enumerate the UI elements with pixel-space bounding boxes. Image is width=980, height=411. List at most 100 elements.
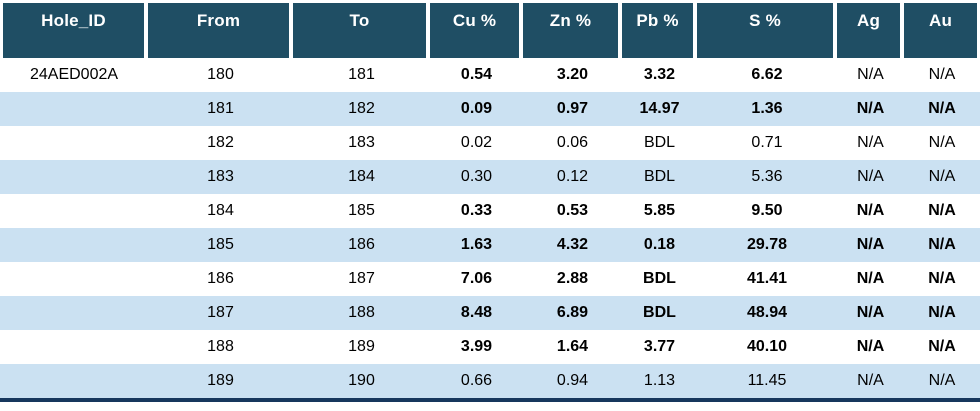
cell-cu: 0.33 — [430, 194, 523, 228]
cell-to: 190 — [293, 364, 430, 402]
cell-au: N/A — [904, 58, 980, 92]
cell-from: 187 — [148, 296, 293, 330]
cell-pb: BDL — [622, 160, 697, 194]
cell-hole-id — [0, 126, 148, 160]
cell-cu: 0.30 — [430, 160, 523, 194]
cell-pb: BDL — [622, 296, 697, 330]
cell-from: 183 — [148, 160, 293, 194]
cell-hole-id — [0, 262, 148, 296]
cell-s: 0.71 — [697, 126, 837, 160]
cell-from: 188 — [148, 330, 293, 364]
col-header-zn: Zn % — [523, 3, 622, 58]
cell-hole-id — [0, 364, 148, 402]
cell-to: 183 — [293, 126, 430, 160]
cell-au: N/A — [904, 160, 980, 194]
cell-to: 184 — [293, 160, 430, 194]
cell-cu: 0.54 — [430, 58, 523, 92]
cell-zn: 0.53 — [523, 194, 622, 228]
cell-zn: 6.89 — [523, 296, 622, 330]
cell-cu: 8.48 — [430, 296, 523, 330]
cell-au: N/A — [904, 296, 980, 330]
cell-au: N/A — [904, 126, 980, 160]
cell-zn: 0.94 — [523, 364, 622, 402]
table-row: 184 185 0.33 0.53 5.85 9.50 N/A N/A — [0, 194, 980, 228]
col-header-pb: Pb % — [622, 3, 697, 58]
table-row: 186 187 7.06 2.88 BDL 41.41 N/A N/A — [0, 262, 980, 296]
cell-s: 41.41 — [697, 262, 837, 296]
col-header-au: Au — [904, 3, 980, 58]
cell-hole-id — [0, 330, 148, 364]
cell-zn: 1.64 — [523, 330, 622, 364]
cell-pb: 14.97 — [622, 92, 697, 126]
cell-au: N/A — [904, 194, 980, 228]
cell-to: 182 — [293, 92, 430, 126]
assay-results-table: Hole_ID From To Cu % Zn % Pb % S % Ag Au… — [0, 3, 980, 402]
col-header-cu: Cu % — [430, 3, 523, 58]
cell-au: N/A — [904, 364, 980, 402]
cell-cu: 3.99 — [430, 330, 523, 364]
cell-from: 181 — [148, 92, 293, 126]
cell-ag: N/A — [837, 92, 904, 126]
col-header-to: To — [293, 3, 430, 58]
cell-au: N/A — [904, 228, 980, 262]
cell-s: 5.36 — [697, 160, 837, 194]
table-row: 182 183 0.02 0.06 BDL 0.71 N/A N/A — [0, 126, 980, 160]
cell-ag: N/A — [837, 262, 904, 296]
cell-au: N/A — [904, 330, 980, 364]
cell-s: 40.10 — [697, 330, 837, 364]
table-row: 189 190 0.66 0.94 1.13 11.45 N/A N/A — [0, 364, 980, 402]
table-row: 183 184 0.30 0.12 BDL 5.36 N/A N/A — [0, 160, 980, 194]
cell-hole-id — [0, 160, 148, 194]
cell-ag: N/A — [837, 58, 904, 92]
cell-zn: 0.06 — [523, 126, 622, 160]
cell-to: 188 — [293, 296, 430, 330]
cell-hole-id — [0, 296, 148, 330]
cell-cu: 0.66 — [430, 364, 523, 402]
cell-to: 186 — [293, 228, 430, 262]
cell-ag: N/A — [837, 364, 904, 402]
cell-pb: 3.77 — [622, 330, 697, 364]
cell-from: 184 — [148, 194, 293, 228]
cell-s: 9.50 — [697, 194, 837, 228]
cell-hole-id — [0, 194, 148, 228]
cell-cu: 1.63 — [430, 228, 523, 262]
cell-ag: N/A — [837, 194, 904, 228]
cell-zn: 3.20 — [523, 58, 622, 92]
cell-s: 11.45 — [697, 364, 837, 402]
table-row: 24AED002A 180 181 0.54 3.20 3.32 6.62 N/… — [0, 58, 980, 92]
cell-s: 29.78 — [697, 228, 837, 262]
cell-zn: 4.32 — [523, 228, 622, 262]
cell-pb: BDL — [622, 126, 697, 160]
col-header-ag: Ag — [837, 3, 904, 58]
cell-from: 189 — [148, 364, 293, 402]
cell-from: 185 — [148, 228, 293, 262]
cell-from: 180 — [148, 58, 293, 92]
table-row: 187 188 8.48 6.89 BDL 48.94 N/A N/A — [0, 296, 980, 330]
cell-from: 182 — [148, 126, 293, 160]
cell-ag: N/A — [837, 296, 904, 330]
cell-to: 187 — [293, 262, 430, 296]
cell-pb: BDL — [622, 262, 697, 296]
cell-hole-id — [0, 228, 148, 262]
cell-s: 6.62 — [697, 58, 837, 92]
cell-cu: 0.02 — [430, 126, 523, 160]
cell-zn: 2.88 — [523, 262, 622, 296]
cell-ag: N/A — [837, 330, 904, 364]
cell-s: 1.36 — [697, 92, 837, 126]
cell-to: 189 — [293, 330, 430, 364]
cell-to: 181 — [293, 58, 430, 92]
cell-ag: N/A — [837, 228, 904, 262]
col-header-s: S % — [697, 3, 837, 58]
table-row: 185 186 1.63 4.32 0.18 29.78 N/A N/A — [0, 228, 980, 262]
cell-s: 48.94 — [697, 296, 837, 330]
cell-zn: 0.12 — [523, 160, 622, 194]
cell-au: N/A — [904, 92, 980, 126]
cell-cu: 7.06 — [430, 262, 523, 296]
cell-au: N/A — [904, 262, 980, 296]
cell-from: 186 — [148, 262, 293, 296]
cell-hole-id: 24AED002A — [0, 58, 148, 92]
table-row: 181 182 0.09 0.97 14.97 1.36 N/A N/A — [0, 92, 980, 126]
cell-ag: N/A — [837, 160, 904, 194]
cell-pb: 3.32 — [622, 58, 697, 92]
cell-pb: 1.13 — [622, 364, 697, 402]
